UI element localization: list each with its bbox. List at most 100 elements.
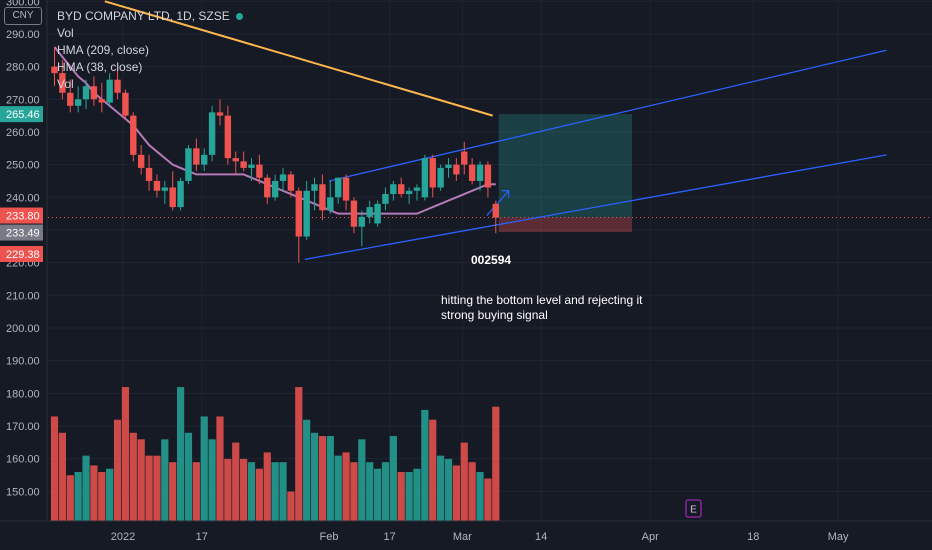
candle-body: [461, 151, 468, 165]
y-tick-label: 270.00: [6, 94, 40, 106]
price-label: 233.80: [6, 211, 40, 223]
volume-bar: [326, 436, 334, 521]
candle-body: [59, 73, 66, 93]
volume-bar: [255, 468, 263, 521]
candle-body: [264, 177, 271, 198]
earnings-marker[interactable]: [685, 499, 702, 518]
volume-bar: [74, 471, 82, 521]
candle-body: [445, 164, 452, 168]
volume-bar: [232, 442, 240, 521]
price-label-bg: [0, 224, 43, 241]
candle-body: [90, 86, 98, 100]
y-axis[interactable]: 300.00 290.00 280.00 270.00 260.00 250.00 240.…: [0, 0, 48, 550]
candle-body: [358, 216, 366, 227]
volume-bar: [161, 439, 169, 521]
volume-bar: [145, 455, 153, 521]
volume-bar: [366, 462, 374, 521]
candle-body: [51, 66, 58, 74]
candle-body: [453, 164, 460, 175]
volume-bar: [113, 419, 122, 521]
volume-bar: [50, 416, 59, 521]
y-tick-label: 210.00: [6, 290, 40, 302]
candle-body: [366, 207, 373, 217]
candle-body: [74, 99, 82, 106]
note-line-1: hitting the bottom level and rejecting i…: [441, 293, 643, 307]
volume-bar: [129, 432, 137, 521]
volume-bar: [82, 455, 90, 521]
price-label-bg: [0, 106, 43, 123]
y-tick-label: 160.00: [6, 454, 40, 466]
candle-body: [161, 187, 169, 191]
volume-bar: [444, 458, 453, 521]
candle-body: [122, 92, 129, 116]
candle-body: [484, 164, 492, 188]
volume-bar: [421, 409, 429, 521]
candle-body: [106, 79, 113, 103]
candle-body: [287, 174, 295, 191]
volume-bar: [66, 475, 74, 521]
volume-bar: [373, 468, 382, 521]
hma209-line: [104, 0, 493, 117]
candle-body: [153, 180, 161, 191]
x-tick-label: 14: [535, 531, 547, 543]
y-tick-label: 170.00: [6, 421, 40, 433]
candle-body: [67, 92, 74, 106]
x-tick-label: 2022: [111, 531, 135, 543]
volume-bar: [176, 387, 185, 521]
legend-vol-2[interactable]: Vol: [57, 77, 74, 91]
volume-bar: [240, 458, 248, 521]
legend: BYD COMPANY LTD, 1D, SZSE Vol HMA (209, …: [57, 8, 243, 93]
volume-bar: [263, 452, 271, 521]
legend-hma38[interactable]: HMA (38, close): [57, 60, 143, 74]
volume-bar: [184, 432, 193, 521]
volume-bar: [224, 458, 232, 521]
candle-body: [185, 148, 192, 181]
candle-body: [130, 115, 137, 155]
volume-bar: [192, 462, 200, 521]
currency-badge[interactable]: CNY: [4, 7, 42, 25]
y-tick-label: 190.00: [6, 356, 40, 368]
stop-zone: [498, 217, 633, 232]
volume-bar: [358, 439, 366, 521]
volume-bar: [279, 462, 287, 521]
symbol-title[interactable]: BYD COMPANY LTD, 1D, SZSE: [57, 9, 230, 23]
candle-body: [240, 161, 247, 168]
x-tick-label: Feb: [320, 531, 339, 543]
y-tick-label: 240.00: [6, 192, 40, 204]
candle-body: [398, 184, 405, 195]
volume-bar: [397, 471, 405, 521]
candle-body: [208, 112, 216, 155]
x-axis[interactable]: 2022 17 Feb 17 Mar 14 Apr 18 May: [0, 520, 932, 550]
legend-title-row[interactable]: BYD COMPANY LTD, 1D, SZSE: [57, 8, 243, 25]
candle-body: [327, 197, 334, 211]
candle-body: [437, 167, 444, 188]
volume-bar: [98, 471, 106, 521]
candle-body: [145, 167, 153, 181]
x-tick-label: Apr: [642, 531, 659, 543]
legend-vol[interactable]: Vol: [57, 26, 74, 40]
volume-bars: [50, 387, 500, 521]
volume-bar: [452, 465, 460, 521]
volume-bar: [216, 416, 224, 521]
price-label: 229.38: [6, 249, 40, 261]
channel-lower: [304, 154, 887, 261]
long-position-tool[interactable]: [0, 114, 932, 232]
y-tick-label: 150.00: [6, 486, 40, 498]
candle-body: [382, 194, 389, 204]
candle-body: [137, 154, 145, 168]
candle-body: [232, 158, 239, 162]
volume-bar: [334, 455, 342, 521]
volume-bar: [381, 462, 390, 521]
volume-bar: [295, 387, 303, 521]
candle-body: [492, 203, 499, 218]
candle-body: [374, 203, 381, 224]
volume-bar: [303, 419, 311, 521]
candle-body: [256, 164, 263, 178]
legend-hma209[interactable]: HMA (209, close): [57, 43, 150, 57]
candle-body: [169, 187, 176, 208]
volume-bar: [106, 468, 114, 521]
volume-bar: [90, 465, 98, 521]
candle-body: [334, 177, 342, 198]
